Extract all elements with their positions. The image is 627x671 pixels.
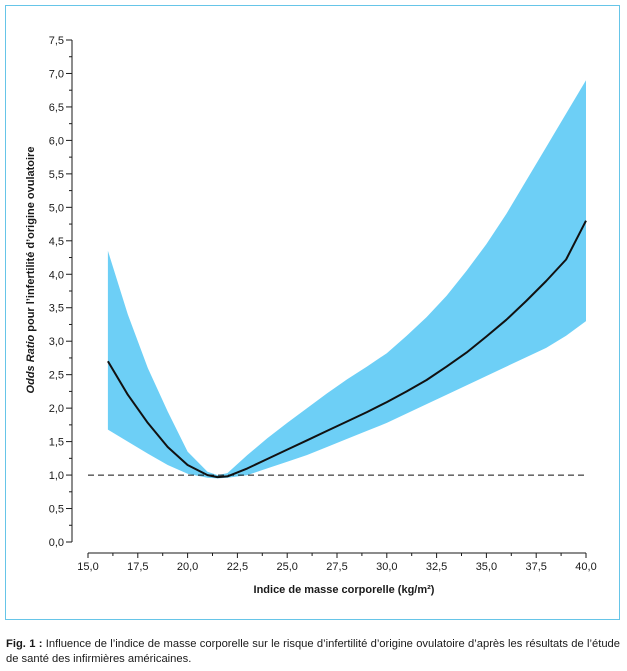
chart: 0,0 0,5 1,0 1,5 2,0 2,5 3,0 3,5 4,0 4,5 5,0 5,5 6,0 6…	[25, 35, 597, 596]
figure-frame	[5, 5, 620, 620]
y-axis: 0,0 0,5 1,0 1,5 2,0 2,5 3,0 3,5 4,0 4,5 5,0 5,5 6,0 6…	[49, 35, 73, 549]
x-axis: 15,0 17,5 20,0 22,5 25,0 27,5 30,0 32,5 35,0 37,5…	[77, 552, 597, 573]
y-tick-label: 0,0	[49, 537, 64, 549]
y-tick-label: 5,0	[49, 202, 64, 214]
figure-caption: Fig. 1 : Influence de l’indice de masse …	[6, 637, 620, 667]
x-tick-label: 35,0	[476, 561, 497, 573]
confidence-band	[107, 80, 587, 479]
x-tick-label: 32,5	[426, 561, 447, 573]
y-axis-title-rest: pour l’infertilité d’origine ovulatoire	[25, 147, 37, 335]
x-tick-label: 20,0	[177, 561, 198, 573]
y-axis-title-italic: Odds Ratio	[25, 335, 37, 394]
x-tick-label: 40,0	[575, 561, 596, 573]
y-tick-label: 5,5	[49, 169, 64, 181]
confidence-band-group	[107, 80, 587, 479]
y-tick-label: 4,0	[49, 269, 64, 281]
y-tick-label: 1,0	[49, 470, 64, 482]
figure-caption-label: Fig. 1 :	[6, 638, 43, 650]
y-tick-label: 6,5	[49, 102, 64, 114]
x-tick-label: 37,5	[525, 561, 546, 573]
x-tick-label: 22,5	[227, 561, 248, 573]
y-tick-label: 2,0	[49, 403, 64, 415]
y-tick-label: 1,5	[49, 437, 64, 449]
y-tick-label: 4,5	[49, 236, 64, 248]
y-tick-label: 7,5	[49, 35, 64, 47]
y-tick-label: 0,5	[49, 504, 64, 516]
x-axis-title-text: Indice de masse corporelle (kg/m²)	[254, 584, 435, 596]
x-tick-label: 27,5	[326, 561, 347, 573]
y-tick-label: 7,0	[49, 68, 64, 80]
y-tick-label: 3,5	[49, 303, 64, 315]
y-axis-title: Odds Ratio pour l’infertilité d’origine …	[25, 147, 37, 394]
y-tick-label: 6,0	[49, 135, 64, 147]
x-tick-label: 30,0	[376, 561, 397, 573]
curve-group	[107, 220, 587, 479]
figure-caption-text: Influence de l’indice de masse corporell…	[6, 638, 620, 665]
x-tick-label: 15,0	[77, 561, 98, 573]
y-tick-label: 2,5	[49, 370, 64, 382]
y-tick-label: 3,0	[49, 336, 64, 348]
x-axis-title: Indice de masse corporelle (kg/m²)	[254, 584, 435, 596]
odds-ratio-curve	[107, 220, 587, 479]
x-tick-label: 25,0	[276, 561, 297, 573]
x-tick-label: 17,5	[127, 561, 148, 573]
